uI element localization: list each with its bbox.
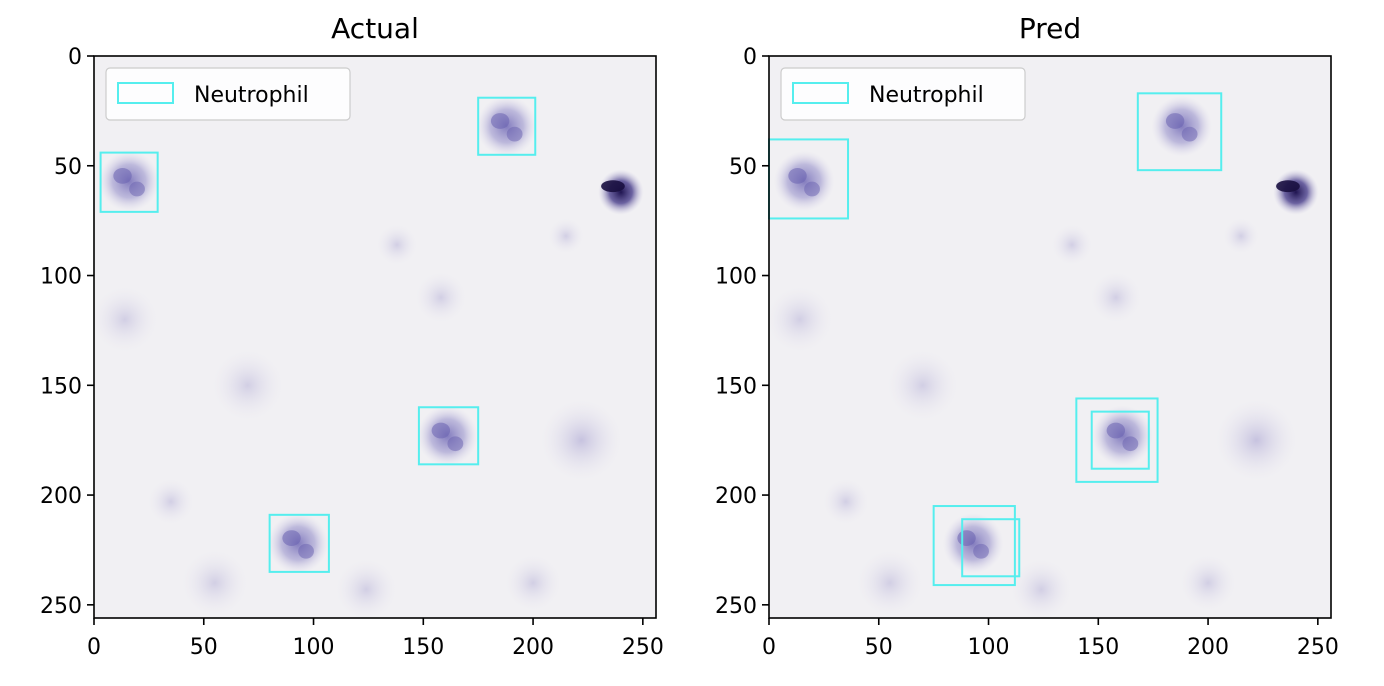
cell-blob (505, 555, 561, 611)
cell-blob (823, 478, 869, 525)
chart-title: Pred (1019, 12, 1081, 45)
x-tick-label: 0 (87, 635, 101, 660)
x-tick-label: 250 (622, 635, 664, 660)
x-tick-label: 100 (293, 635, 335, 660)
bounding-box-neutrophil (477, 96, 537, 156)
panel-0: 0 50 100 150 200 250050100150200250ActualNeut… (40, 12, 664, 660)
cell-blob (769, 286, 833, 353)
x-tick-label: 250 (1297, 635, 1339, 660)
legend-label: Neutrophil (194, 83, 309, 108)
bounding-box-neutrophil (932, 505, 1016, 587)
cell-nucleus (431, 422, 451, 439)
chart-title: Actual (331, 12, 419, 45)
cell-blob (1223, 218, 1259, 254)
legend-label: Neutrophil (869, 83, 984, 108)
x-tick-label: 200 (1187, 635, 1229, 660)
cell-blob (94, 286, 158, 353)
cell-blob (1090, 272, 1142, 323)
cell-dark-core (601, 180, 625, 193)
bounding-box-neutrophil (1136, 92, 1223, 172)
cell-nucleus (1181, 126, 1198, 142)
cell-nucleus (447, 436, 464, 452)
x-tick-label: 100 (968, 635, 1010, 660)
cell-blob (1010, 559, 1072, 618)
cell-nucleus (113, 167, 132, 184)
y-tick-label: 150 (715, 374, 757, 399)
cell-dark-core (1276, 180, 1300, 193)
x-tick-label: 150 (1077, 635, 1119, 660)
cell-blob (548, 218, 584, 254)
cell-blob (181, 550, 248, 616)
cell-nucleus (804, 181, 820, 197)
cell-blob (1273, 169, 1319, 215)
cell-blob (1051, 224, 1093, 265)
cell-nucleus (1122, 436, 1139, 452)
bounding-box-neutrophil (99, 151, 159, 213)
bounding-box-neutrophil (1090, 410, 1150, 470)
cell-blob (148, 478, 194, 525)
cell-layer (769, 95, 1319, 618)
cell-layer (94, 95, 644, 618)
cell-blob (598, 169, 644, 215)
x-tick-label: 200 (512, 635, 554, 660)
cell-blob (1215, 399, 1297, 481)
cell-blob (415, 272, 467, 323)
y-tick-label: 250 (715, 594, 757, 619)
y-tick-label: 50 (729, 155, 757, 180)
cell-nucleus (788, 167, 807, 184)
y-tick-label: 0 (68, 45, 82, 70)
legend-box (780, 67, 1026, 121)
cell-blob (335, 559, 397, 618)
cell-blob (540, 399, 622, 481)
cell-nucleus (1165, 113, 1185, 129)
x-tick-label: 150 (402, 635, 444, 660)
cell-nucleus (973, 543, 989, 559)
cell-blob (212, 349, 284, 421)
cell-blob (887, 349, 959, 421)
cell-nucleus (298, 543, 314, 559)
bounding-box-neutrophil (961, 518, 1021, 578)
cell-nucleus (957, 530, 976, 546)
x-tick-label: 50 (865, 635, 893, 660)
legend-swatch (792, 82, 849, 104)
y-tick-label: 200 (40, 484, 82, 509)
cell-nucleus (129, 181, 145, 197)
image-background (769, 56, 1331, 618)
cell-nucleus (506, 126, 523, 142)
x-tick-label: 50 (190, 635, 218, 660)
panel-1: 0 50 100 150 200 250050100150200250PredNeutro… (715, 12, 1339, 660)
y-tick-label: 100 (715, 265, 757, 290)
y-tick-label: 250 (40, 594, 82, 619)
cell-nucleus (282, 530, 301, 546)
y-tick-label: 200 (715, 484, 757, 509)
bounding-box-neutrophil (1075, 397, 1159, 483)
legend-swatch (117, 82, 174, 104)
cell-nucleus (1106, 422, 1126, 439)
cell-blob (376, 224, 418, 265)
y-tick-label: 50 (54, 155, 82, 180)
cell-blob (856, 550, 923, 616)
y-tick-label: 100 (40, 265, 82, 290)
bounding-box-neutrophil (268, 513, 330, 573)
bounding-box-neutrophil (417, 406, 480, 466)
axes-frame (768, 55, 1332, 619)
legend-box (105, 67, 351, 121)
y-tick-label: 0 (743, 45, 757, 70)
x-tick-label: 0 (762, 635, 776, 660)
cell-nucleus (490, 113, 510, 129)
y-tick-label: 150 (40, 374, 82, 399)
cell-blob (1180, 555, 1236, 611)
image-background (94, 56, 656, 618)
axes-frame (93, 55, 657, 619)
